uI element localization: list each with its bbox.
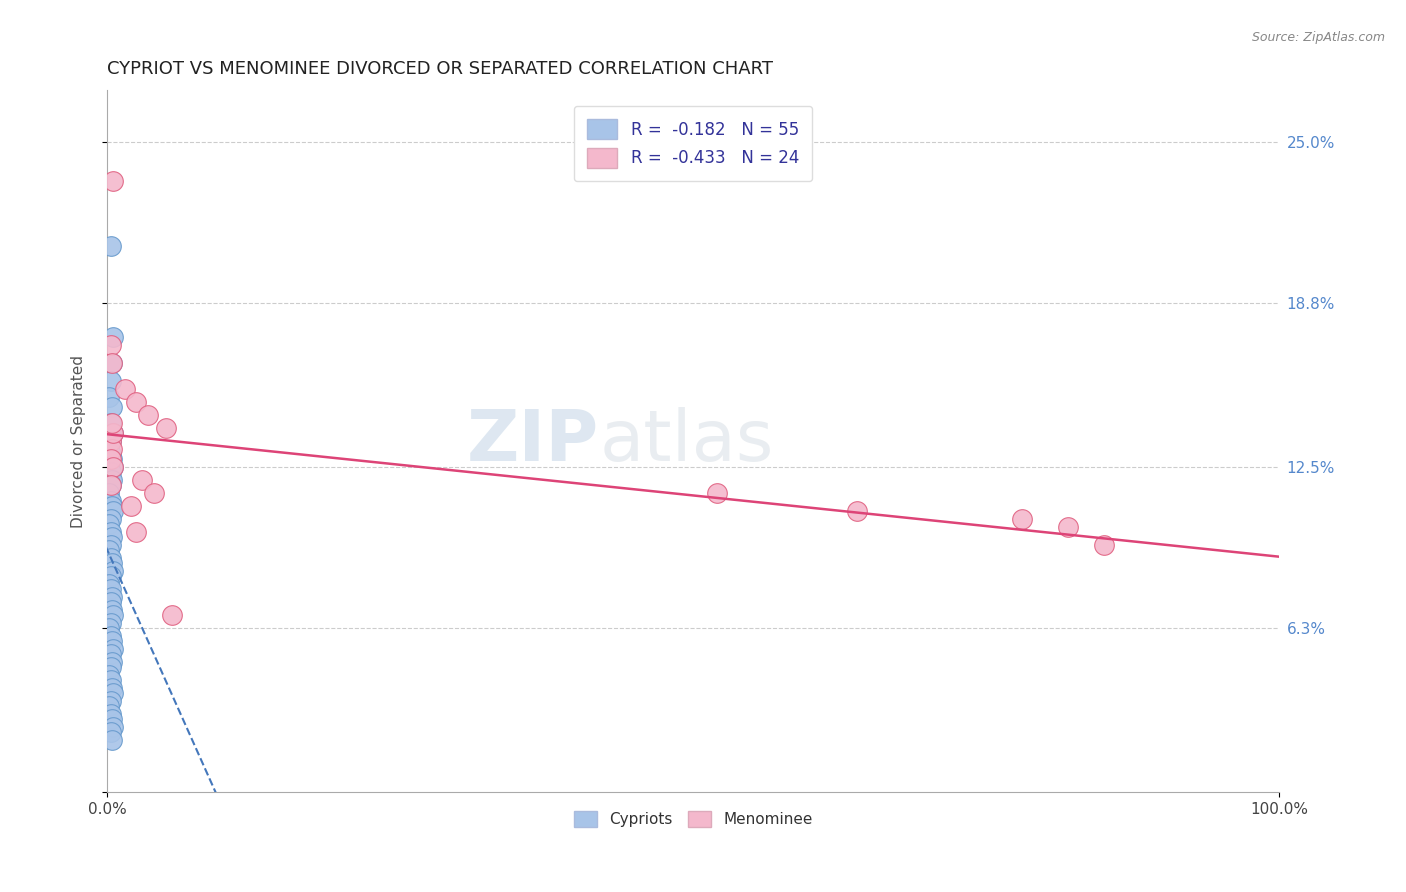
Point — [100, 681, 122, 695]
Point — [114, 382, 136, 396]
Point — [100, 494, 122, 508]
Point — [100, 590, 122, 604]
Point — [100, 434, 122, 449]
Point — [98, 621, 121, 635]
Point — [100, 569, 122, 583]
Point — [100, 401, 122, 415]
Point — [846, 504, 869, 518]
Point — [101, 608, 124, 623]
Point — [100, 416, 122, 430]
Point — [100, 356, 122, 370]
Point — [100, 582, 122, 597]
Point — [120, 499, 142, 513]
Point — [101, 720, 124, 734]
Point — [125, 524, 148, 539]
Point — [100, 673, 122, 688]
Point — [98, 668, 121, 682]
Text: ZIP: ZIP — [467, 407, 599, 475]
Point — [98, 577, 121, 591]
Point — [101, 564, 124, 578]
Point — [100, 706, 122, 721]
Point — [100, 712, 122, 726]
Point — [155, 421, 177, 435]
Point — [100, 512, 122, 526]
Point — [100, 499, 122, 513]
Point — [100, 530, 122, 544]
Point — [100, 615, 122, 630]
Point — [100, 447, 122, 461]
Point — [100, 551, 122, 566]
Point — [98, 390, 121, 404]
Point — [101, 642, 124, 657]
Point — [100, 538, 122, 552]
Text: Source: ZipAtlas.com: Source: ZipAtlas.com — [1251, 31, 1385, 45]
Point — [98, 543, 121, 558]
Point — [131, 473, 153, 487]
Point — [100, 647, 122, 661]
Point — [98, 486, 121, 500]
Point — [100, 452, 122, 467]
Point — [143, 486, 166, 500]
Point — [100, 524, 122, 539]
Point — [160, 608, 183, 623]
Point — [98, 442, 121, 456]
Point — [101, 460, 124, 475]
Y-axis label: Divorced or Separated: Divorced or Separated — [72, 355, 86, 527]
Point — [101, 330, 124, 344]
Point — [100, 434, 122, 449]
Point — [100, 603, 122, 617]
Point — [98, 517, 121, 532]
Point — [1011, 512, 1033, 526]
Point — [100, 629, 122, 643]
Point — [100, 725, 122, 739]
Point — [100, 338, 122, 352]
Point — [100, 478, 122, 492]
Point — [98, 699, 121, 714]
Point — [100, 655, 122, 669]
Point — [101, 174, 124, 188]
Point — [100, 595, 122, 609]
Point — [100, 452, 122, 467]
Legend: Cypriots, Menominee: Cypriots, Menominee — [568, 805, 818, 833]
Point — [101, 426, 124, 441]
Point — [100, 375, 122, 389]
Point — [125, 395, 148, 409]
Point — [101, 460, 124, 475]
Point — [1057, 520, 1080, 534]
Point — [100, 694, 122, 708]
Point — [101, 686, 124, 700]
Point — [100, 733, 122, 747]
Point — [100, 556, 122, 570]
Text: atlas: atlas — [599, 407, 773, 475]
Point — [101, 504, 124, 518]
Point — [100, 478, 122, 492]
Point — [100, 465, 122, 479]
Point — [100, 442, 122, 456]
Point — [100, 356, 122, 370]
Point — [100, 239, 122, 253]
Point — [1092, 538, 1115, 552]
Point — [100, 416, 122, 430]
Point — [100, 634, 122, 648]
Point — [706, 486, 728, 500]
Text: CYPRIOT VS MENOMINEE DIVORCED OR SEPARATED CORRELATION CHART: CYPRIOT VS MENOMINEE DIVORCED OR SEPARAT… — [107, 60, 773, 78]
Point — [101, 426, 124, 441]
Point — [136, 408, 159, 422]
Point — [100, 660, 122, 674]
Point — [100, 473, 122, 487]
